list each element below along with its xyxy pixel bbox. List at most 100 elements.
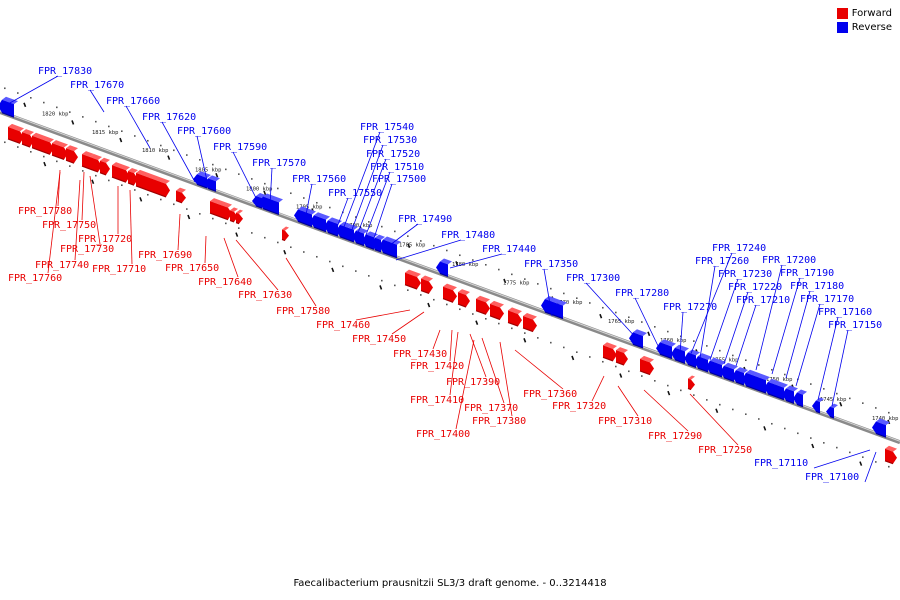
kbp-tick-label: 1815 kbp: [92, 130, 119, 136]
tick-mark-upper: [455, 261, 459, 266]
forward-leader-line: [591, 375, 605, 402]
scale-dot-lower: [446, 303, 448, 306]
kbp-tick-label: 1740 kbp: [872, 416, 899, 422]
scale-dot-lower: [576, 351, 578, 353]
tick-mark-lower: [331, 267, 335, 273]
scale-dot-upper: [862, 402, 864, 404]
scale-dot-lower: [264, 236, 266, 239]
reverse-gene-label: FPR_17150: [828, 320, 882, 331]
reverse-gene-box: [872, 418, 890, 438]
reverse-gene-label: FPR_17660: [106, 96, 160, 107]
scale-dot-upper: [407, 235, 409, 237]
reverse-gene-box: [706, 357, 726, 378]
reverse-leader-line: [355, 158, 387, 239]
forward-gene-box: [522, 312, 537, 333]
tick-mark-lower: [763, 426, 767, 431]
tick-mark-lower: [235, 232, 239, 237]
reverse-leader-line: [771, 277, 801, 375]
scale-dot-lower: [849, 451, 851, 454]
scale-dot-upper: [602, 306, 604, 309]
forward-leader-line: [469, 333, 487, 378]
scale-dot-lower: [394, 284, 396, 287]
scale-dot-lower: [667, 384, 669, 387]
forward-leader-line: [285, 257, 317, 307]
forward-gene-label: FPR_17640: [198, 277, 252, 288]
reverse-leader-line: [385, 223, 419, 249]
reverse-leader-line: [735, 304, 757, 367]
scale-dot-lower: [238, 227, 240, 229]
forward-leader-line: [432, 329, 441, 350]
scale-dot-upper: [238, 173, 240, 175]
scale-dot-lower: [225, 222, 227, 225]
forward-leader-line: [449, 329, 453, 362]
reverse-gene-box: [193, 171, 211, 189]
forward-gene-label: FPR_17780: [18, 206, 72, 217]
scale-dot-upper: [875, 407, 877, 409]
tick-mark-lower: [619, 373, 623, 378]
scale-dot-lower: [95, 174, 97, 177]
forward-leader-line: [617, 385, 639, 417]
reverse-leader-line: [196, 135, 209, 186]
scale-dot-upper: [69, 111, 71, 113]
scale-dot-upper: [56, 106, 58, 109]
scale-dot-upper: [433, 244, 435, 247]
kbp-tick-label: 1780 kbp: [452, 262, 479, 268]
tick-mark-lower: [523, 338, 527, 343]
reverse-gene-box: [671, 344, 689, 364]
scale-dot-upper: [290, 192, 292, 195]
reverse-gene-label: FPR_17570: [252, 158, 306, 169]
forward-gene-box: [31, 132, 54, 155]
tick-mark-lower: [427, 302, 431, 308]
reverse-gene-box: [720, 362, 738, 382]
scale-dot-upper: [108, 125, 110, 128]
scale-dot-lower: [381, 279, 383, 282]
forward-gene-box: [404, 269, 421, 290]
scale-dot-upper: [849, 397, 851, 400]
reverse-leader-line: [543, 268, 553, 317]
scale-dot-upper: [589, 302, 591, 304]
forward-swatch: [836, 8, 848, 19]
reverse-leader-line: [269, 167, 273, 206]
scale-dot-upper: [160, 144, 162, 147]
reverse-gene-label: FPR_17280: [615, 288, 669, 299]
forward-gene-box: [111, 162, 130, 183]
scale-dot-lower: [550, 341, 552, 344]
forward-gene-label: FPR_17760: [8, 273, 62, 284]
scale-dot-lower: [485, 317, 487, 320]
scale-dot-lower: [277, 241, 279, 244]
scale-dot-upper: [524, 278, 526, 280]
scale-dot-upper: [30, 97, 32, 99]
reverse-gene-label: FPR_17300: [566, 273, 620, 284]
forward-gene-label: FPR_17250: [698, 445, 752, 456]
reverse-gene-label: FPR_17220: [728, 282, 782, 293]
forward-gene-label: FPR_17290: [648, 431, 702, 442]
scale-dot-upper: [641, 321, 643, 323]
forward-gene-box: [135, 169, 170, 198]
tick-mark-upper: [263, 190, 267, 196]
scale-dot-upper: [550, 287, 552, 290]
reverse-leader-line: [341, 131, 381, 233]
scale-dot-upper: [173, 149, 175, 152]
reverse-gene-box: [826, 403, 838, 419]
scale-dot-upper: [212, 163, 214, 166]
reverse-leader-line: [723, 291, 749, 365]
scale-dot-upper: [758, 364, 760, 366]
forward-gene-box: [65, 145, 78, 164]
reverse-leader-line: [371, 183, 393, 245]
scale-dot-lower: [30, 151, 32, 153]
scale-dot-upper: [199, 159, 201, 161]
reverse-gene-box: [379, 236, 401, 259]
reverse-gene-label: FPR_17480: [441, 230, 495, 241]
scale-dot-lower: [771, 422, 773, 425]
forward-leader-line: [391, 311, 425, 335]
reverse-gene-label: FPR_17440: [482, 244, 536, 255]
forward-gene-label: FPR_17420: [410, 361, 464, 372]
reverse-gene-label: FPR_17510: [370, 162, 424, 173]
scale-dot-upper: [329, 206, 331, 209]
reverse-leader-line: [755, 264, 783, 371]
reverse-leader-line: [161, 121, 196, 183]
kbp-tick-label: 1820 kbp: [42, 111, 69, 117]
reverse-gene-box: [694, 353, 712, 373]
forward-gene-box: [884, 445, 897, 465]
